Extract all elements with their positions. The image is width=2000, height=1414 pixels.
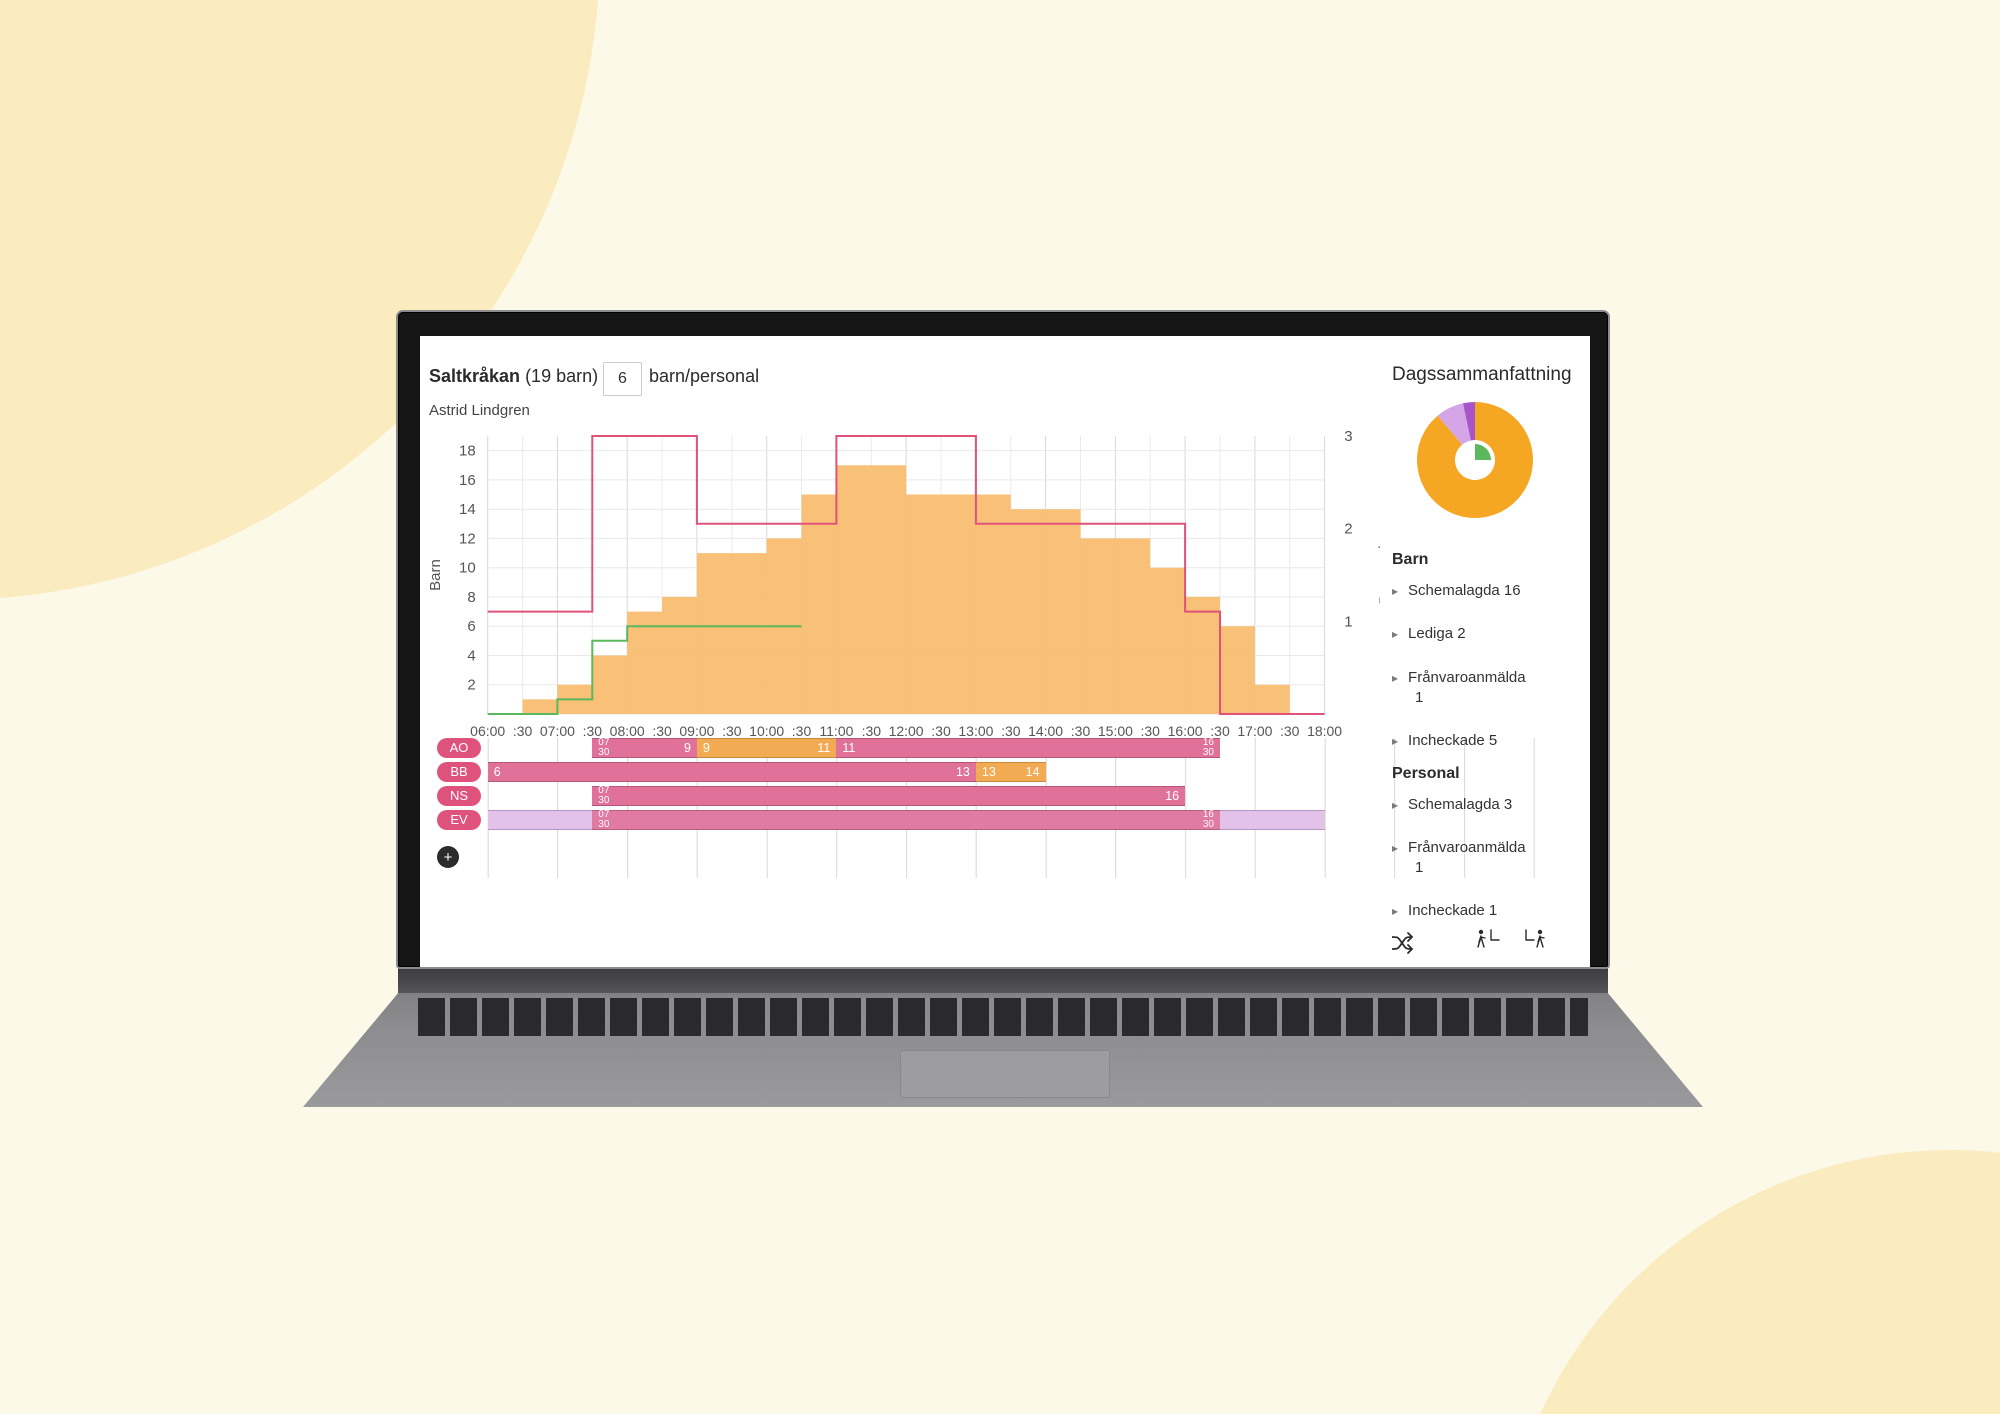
svg-text:14:00: 14:00	[1028, 723, 1063, 739]
svg-text:06:00: 06:00	[470, 723, 505, 739]
svg-text::30: :30	[513, 723, 533, 739]
svg-text:07:00: 07:00	[540, 723, 575, 739]
svg-text:16: 16	[459, 472, 476, 489]
svg-text:8: 8	[467, 589, 475, 606]
svg-text:1: 1	[1344, 613, 1352, 630]
svg-text:10: 10	[459, 560, 476, 577]
svg-text:3: 3	[1344, 428, 1352, 445]
svg-text:14: 14	[459, 501, 476, 518]
svg-text:09:00: 09:00	[679, 723, 714, 739]
svg-text:13:00: 13:00	[958, 723, 993, 739]
svg-text::30: :30	[722, 723, 742, 739]
svg-text::30: :30	[792, 723, 812, 739]
svg-text:Barn: Barn	[427, 559, 444, 591]
svg-text:2: 2	[1344, 521, 1352, 538]
svg-text:18: 18	[459, 443, 476, 460]
svg-text::30: :30	[652, 723, 672, 739]
svg-text:6: 6	[467, 618, 475, 635]
svg-text:08:00: 08:00	[610, 723, 645, 739]
svg-text::30: :30	[862, 723, 882, 739]
svg-text:11:00: 11:00	[819, 723, 853, 739]
svg-text:10:00: 10:00	[749, 723, 784, 739]
svg-text:12: 12	[459, 530, 476, 547]
svg-text::30: :30	[1140, 723, 1160, 739]
svg-text:12:00: 12:00	[889, 723, 924, 739]
svg-text:2: 2	[467, 677, 475, 694]
svg-text:Personal: Personal	[1377, 545, 1380, 604]
svg-text::30: :30	[1280, 723, 1300, 739]
svg-text:18:00: 18:00	[1307, 723, 1342, 739]
svg-text::30: :30	[1001, 723, 1021, 739]
svg-text::30: :30	[931, 723, 951, 739]
svg-text::30: :30	[1071, 723, 1091, 739]
svg-text:17:00: 17:00	[1237, 723, 1272, 739]
svg-text:15:00: 15:00	[1098, 723, 1133, 739]
svg-text:16:00: 16:00	[1168, 723, 1203, 739]
svg-text:4: 4	[467, 648, 475, 665]
